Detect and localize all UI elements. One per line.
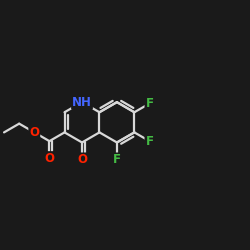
Text: F: F <box>113 154 121 166</box>
Text: F: F <box>146 134 154 147</box>
Text: O: O <box>77 154 87 166</box>
Text: F: F <box>146 97 154 110</box>
Text: O: O <box>44 152 54 165</box>
Text: O: O <box>29 126 39 139</box>
Text: NH: NH <box>72 96 92 109</box>
